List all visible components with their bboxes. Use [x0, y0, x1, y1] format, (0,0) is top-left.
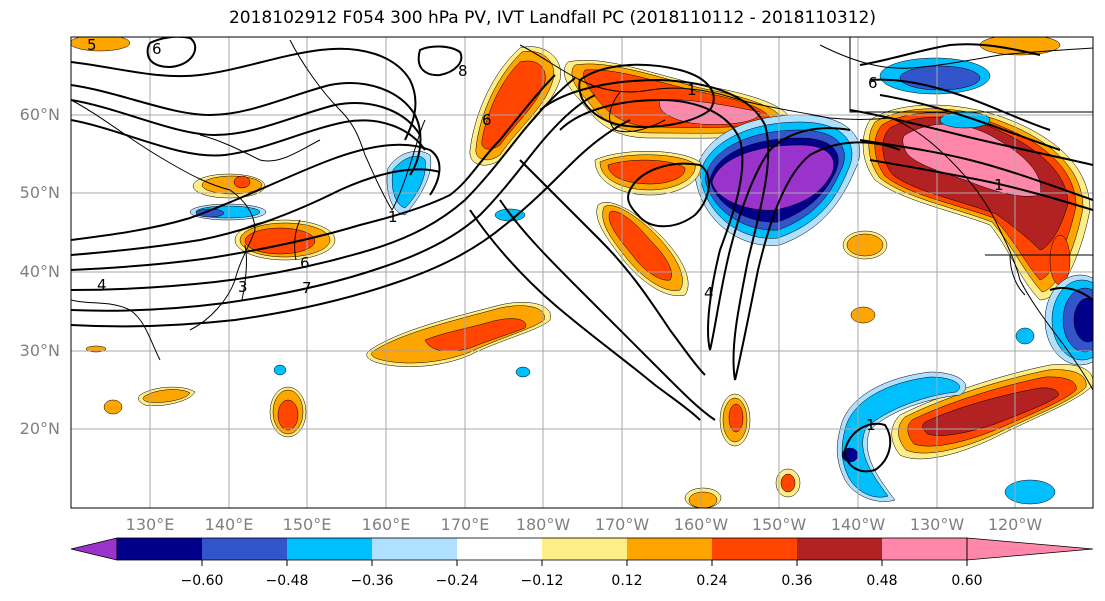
lon-label: 130°W: [909, 515, 965, 534]
lon-label: 150°E: [282, 515, 332, 534]
contour-label: 6: [868, 74, 878, 92]
contour-label: 6: [152, 40, 162, 58]
map-frame: [70, 36, 1094, 509]
colorbar-swatch: [882, 538, 967, 560]
anomaly-patch: [273, 364, 287, 376]
lon-label: 160°E: [361, 515, 411, 534]
anomaly-patch: [71, 37, 131, 52]
colorbar-extend-min: [70, 537, 118, 561]
pv-contours: [71, 37, 1093, 473]
contour-label: 1: [866, 416, 876, 434]
anomaly-patch: [277, 399, 299, 431]
graticule: [71, 37, 1093, 508]
colorbar-swatch: [712, 538, 797, 560]
colorbar-swatch: [287, 538, 372, 560]
lon-label: 180°W: [515, 515, 571, 534]
map-area: 5 6 8 6 1 6 3 7 4 4 6 1 1 1: [71, 36, 1093, 508]
lon-label: 170°E: [440, 515, 490, 534]
contour-label: 1: [388, 208, 398, 226]
anomaly-patch: [515, 366, 531, 378]
colorbar-tick-label: 0.60: [951, 573, 983, 589]
colorbar-swatch: [542, 538, 627, 560]
anomaly-patch: [899, 65, 981, 91]
anomaly-patch: [244, 227, 316, 255]
contour-label: 3: [238, 278, 248, 296]
anomaly-patch: [1049, 234, 1071, 286]
lon-label: 130°E: [125, 515, 175, 534]
colorbar-swatch: [457, 538, 542, 560]
colorbar-tick-label: −0.48: [265, 573, 309, 589]
colorbar-swatch: [627, 538, 712, 560]
colorbar: [70, 537, 1094, 566]
colorbar-tick-label: −0.12: [520, 573, 564, 589]
lat-label-40n: 40°N: [19, 262, 60, 281]
contour-label: 6: [482, 111, 492, 129]
colorbar-tick-label: 0.12: [611, 573, 643, 589]
contour-label: 4: [704, 284, 714, 302]
anomaly-patch: [1004, 479, 1056, 505]
colorbar-swatch: [117, 538, 202, 560]
anomaly-patch: [1073, 297, 1093, 343]
anomaly-patch: [142, 389, 191, 403]
anomaly-patch: [233, 175, 251, 189]
lon-label: 170°W: [594, 515, 650, 534]
colorbar-tick-label: 0.48: [866, 573, 898, 589]
anomaly-patch: [850, 306, 876, 324]
lon-label: 120°W: [987, 515, 1043, 534]
contour-label: 4: [97, 276, 107, 294]
anomaly-patch: [103, 399, 123, 415]
lon-label: 150°W: [751, 515, 807, 534]
lat-label-30n: 30°N: [19, 341, 60, 360]
colorbar-swatch: [372, 538, 457, 560]
figure-title: 2018102912 F054 300 hPa PV, IVT Landfall…: [228, 8, 876, 28]
anomaly-patch: [939, 111, 991, 129]
colorbar-tick-label: 0.36: [781, 573, 813, 589]
contour-label: 7: [302, 279, 312, 297]
anomaly-patch: [922, 387, 1059, 436]
inset-box: [849, 37, 1093, 113]
lon-label: 160°W: [673, 515, 729, 534]
colorbar-tick-label: −0.36: [350, 573, 394, 589]
colorbar-tick-label: 0.24: [696, 573, 728, 589]
anomaly-patch: [728, 403, 744, 433]
lon-label: 140°E: [204, 515, 254, 534]
colorbar-tick-label: −0.60: [180, 573, 224, 589]
anomaly-patch: [1015, 327, 1035, 345]
lat-label-60n: 60°N: [19, 105, 60, 124]
lat-label-20n: 20°N: [19, 419, 60, 438]
contour-label: 5: [87, 36, 97, 54]
contour-label: 1: [687, 81, 697, 99]
colorbar-swatch: [202, 538, 287, 560]
contour-label: 6: [300, 254, 310, 272]
contour-label: 8: [458, 62, 468, 80]
colorbar-extend-max: [966, 537, 1094, 561]
anomaly-patch: [688, 491, 718, 508]
lat-label-50n: 50°N: [19, 183, 60, 202]
lon-label: 140°W: [830, 515, 886, 534]
anomaly-patch: [780, 473, 796, 493]
contour-labels: 5 6 8 6 1 6 3 7 4 4 6 1 1 1: [87, 36, 1004, 434]
anomaly-patch: [846, 233, 884, 257]
colorbar-swatch: [797, 538, 882, 560]
anomaly-patch: [195, 208, 225, 218]
contour-label: 1: [994, 176, 1004, 194]
colorbar-tick-label: −0.24: [435, 573, 479, 589]
anomaly-patch: [659, 99, 761, 125]
